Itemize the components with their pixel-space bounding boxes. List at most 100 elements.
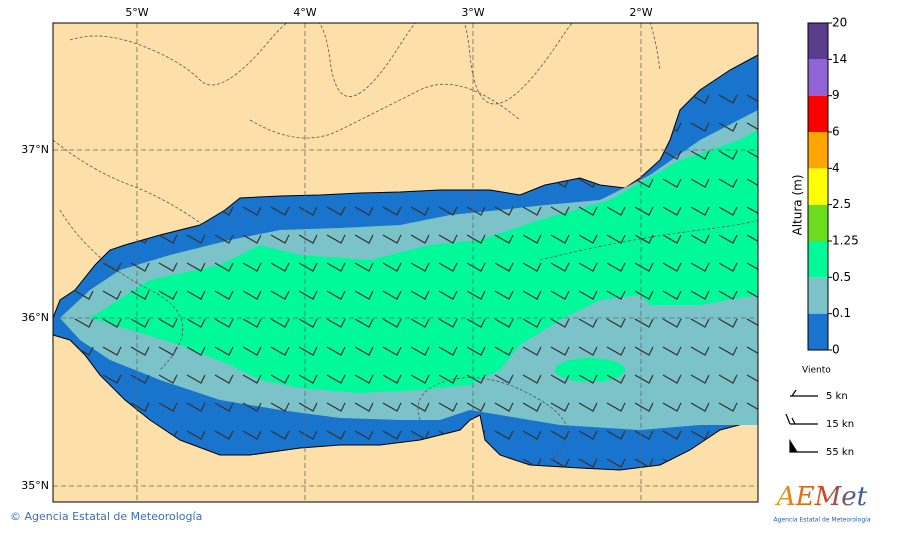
lon-label: 5°W: [125, 6, 148, 19]
legend-item: 55 kn: [826, 447, 854, 458]
wind-barb: [298, 430, 318, 440]
colorbar-label: 0.5: [832, 270, 851, 284]
wind-barb: [382, 430, 402, 440]
wind-barb: [158, 402, 178, 412]
wind-barb: [634, 346, 654, 356]
wind-barb: [606, 290, 626, 300]
wind-barb: [130, 262, 150, 272]
wind-barb: [606, 318, 626, 328]
colorbar-segment: [808, 168, 828, 205]
credit: © Agencia Estatal de Meteorología: [10, 510, 202, 523]
wind-barb: [186, 318, 206, 328]
wind-barb: [158, 234, 178, 244]
border: [539, 215, 758, 261]
wind-barb: [494, 262, 514, 272]
colorbar-segment: [808, 132, 828, 169]
wind-barb: [270, 290, 290, 300]
wind-barb: [186, 430, 206, 440]
colorbar-segment: [808, 95, 828, 132]
wind-barb: [718, 206, 738, 216]
wind-barb: [578, 430, 598, 440]
wind-barb: [550, 234, 570, 244]
wind-barb: [494, 206, 514, 216]
wind-barb: [746, 206, 758, 216]
wind-barb: [242, 262, 262, 272]
wind-barb: [746, 318, 758, 328]
wind-barb: [186, 234, 206, 244]
wind-barb: [466, 374, 486, 384]
wind-barb: [214, 318, 234, 328]
colorbar-segment: [808, 241, 828, 278]
graticule: [53, 23, 758, 502]
wind-barb: [214, 346, 234, 356]
sea-layer: [53, 54, 758, 471]
wind-barb: [242, 206, 262, 216]
wind-barb: [746, 374, 758, 384]
wind-barb: [298, 402, 318, 412]
colorbar-frame: [807, 22, 829, 351]
wind-barb: [326, 234, 346, 244]
wind-barb: [634, 290, 654, 300]
wind-barb: [550, 374, 570, 384]
colorbar-label: 1.25: [832, 234, 859, 248]
wind-barb: [102, 290, 122, 300]
wind-barb: [74, 346, 94, 356]
wind-barb: [550, 458, 570, 468]
wind-barb: [634, 318, 654, 328]
wind-barb: [298, 318, 318, 328]
wind-barb: [158, 290, 178, 300]
wind-barb: [606, 458, 626, 468]
wind-barb: [522, 402, 542, 412]
wind-barb: [186, 290, 206, 300]
wind-barb: [438, 402, 458, 412]
colorbar-segment: [808, 313, 828, 350]
wind-barb: [326, 262, 346, 272]
logo-name: AEMet: [775, 482, 868, 512]
wind-barb: [354, 206, 374, 216]
wind-barb: [662, 150, 682, 160]
wind-barb: [354, 318, 374, 328]
wind-barb: [718, 262, 738, 272]
wind-barb: [578, 458, 598, 468]
wind-barb: [690, 402, 710, 412]
wind-barb: [662, 346, 682, 356]
colorbar-label: 9: [832, 88, 840, 102]
wind-barb: [438, 234, 458, 244]
wind-barb: [326, 290, 346, 300]
wind-barb: [746, 290, 758, 300]
lat-label: 35°N: [21, 479, 49, 492]
wind-barb: [102, 346, 122, 356]
wind-barb: [298, 346, 318, 356]
wind-barb: [522, 206, 542, 216]
wind-barb: [214, 290, 234, 300]
wind-barb: [690, 374, 710, 384]
wind-barb: [494, 290, 514, 300]
lon-label: 2°W: [629, 6, 652, 19]
wind-barb: [746, 150, 758, 160]
wind-barb: [606, 262, 626, 272]
wind-barb: [354, 234, 374, 244]
wind-barb: [410, 206, 430, 216]
wind-barb: [438, 374, 458, 384]
wind-barb: [662, 178, 682, 188]
wind-barb: [466, 234, 486, 244]
wind-barb: [690, 290, 710, 300]
wind-barb: [354, 402, 374, 412]
wind-barb: [382, 262, 402, 272]
wind-barb: [634, 374, 654, 384]
wind-barb: [466, 262, 486, 272]
wind-barb: [242, 234, 262, 244]
wind-barb: [410, 290, 430, 300]
wind-barb: [690, 318, 710, 328]
wind-barb: [214, 402, 234, 412]
wind-barb: [410, 346, 430, 356]
colorbar-label: 0.1: [832, 306, 851, 320]
wind-barb: [382, 318, 402, 328]
wind-barb: [326, 318, 346, 328]
wind-barb: [466, 206, 486, 216]
border: [69, 23, 661, 105]
wind-barb: [662, 402, 682, 412]
wind-barb: [550, 402, 570, 412]
colorbar-segment: [808, 23, 828, 60]
